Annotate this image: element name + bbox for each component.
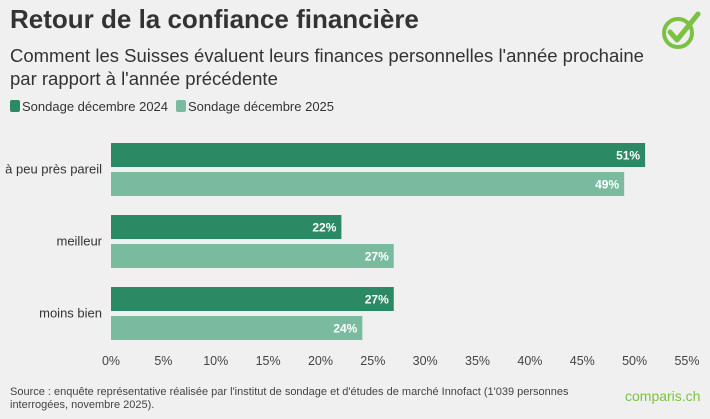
x-tick-label: 15% [256, 354, 281, 368]
bar [111, 316, 363, 340]
x-tick-label: 5% [154, 354, 172, 368]
bar [111, 244, 394, 268]
bar-value-label: 22% [312, 221, 336, 235]
category-label: meilleur [56, 234, 102, 249]
x-tick-label: 55% [674, 354, 699, 368]
x-tick-label: 30% [413, 354, 438, 368]
legend-item-2025: Sondage décembre 2025 [176, 99, 334, 114]
bar-value-label: 24% [333, 322, 357, 336]
x-tick-label: 45% [570, 354, 595, 368]
legend-label: Sondage décembre 2024 [22, 99, 169, 114]
bar-value-label: 27% [365, 250, 389, 264]
chart-title: Retour de la confiance financière [10, 4, 419, 34]
comparis-check-icon [662, 11, 701, 49]
legend-item-2024: Sondage décembre 2024 [10, 99, 168, 114]
legend-swatch [10, 100, 20, 112]
x-tick-label: 20% [308, 354, 333, 368]
category-label: moins bien [39, 306, 102, 321]
category-label: à peu près pareil [5, 162, 102, 177]
bar [111, 172, 625, 196]
bar [111, 287, 394, 311]
legend-swatch [176, 100, 187, 112]
x-tick-label: 40% [517, 354, 542, 368]
x-tick-label: 25% [360, 354, 385, 368]
bar [111, 215, 342, 239]
bar-value-label: 49% [595, 178, 619, 192]
x-tick-label: 50% [622, 354, 647, 368]
x-tick-label: 10% [203, 354, 228, 368]
legend: Sondage décembre 2024 Sondage décembre 2… [10, 99, 334, 114]
legend-label: Sondage décembre 2025 [188, 99, 335, 114]
bar [111, 143, 646, 167]
bar-value-label: 27% [365, 293, 389, 307]
brand-logo: comparis.ch [625, 388, 701, 404]
x-tick-label: 35% [465, 354, 490, 368]
bar-chart: à peu près pareil 51% 49% meilleur 22% 27% moi… [5, 143, 700, 368]
x-tick-label: 0% [102, 354, 120, 368]
bar-value-label: 51% [616, 149, 640, 163]
source-note: Source : enquête représentative réalisée… [10, 386, 569, 411]
chart-subtitle: Comment les Suisses évaluent leurs finan… [10, 45, 644, 89]
